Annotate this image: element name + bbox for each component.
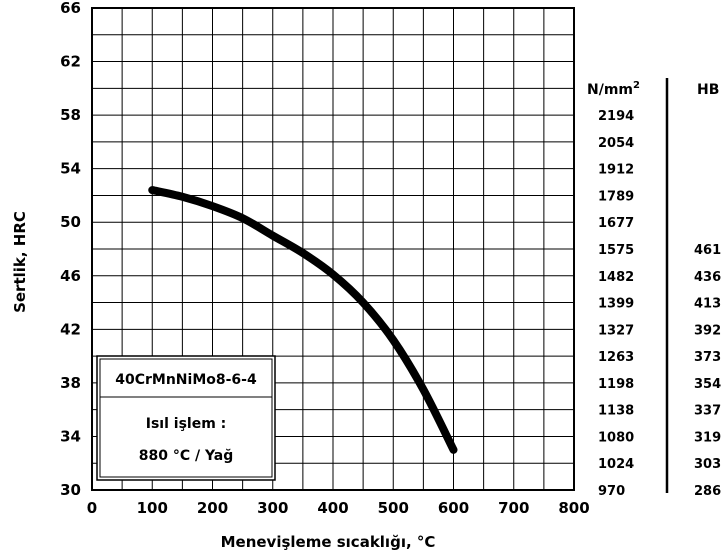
steel-info-frame xyxy=(96,355,276,481)
heat-treatment-value: 880 °C / Yağ xyxy=(139,448,234,464)
grid xyxy=(92,8,574,490)
y-tick-label: 38 xyxy=(60,374,81,392)
hb-value: 354 xyxy=(694,377,721,392)
tensile-strength-value: 1138 xyxy=(598,404,634,419)
hb-header: HB xyxy=(697,82,719,98)
x-tick-label: 700 xyxy=(498,499,529,517)
tensile-strength-value: 2194 xyxy=(598,109,634,124)
x-tick-label: 200 xyxy=(197,499,228,517)
tensile-strength-value: 1789 xyxy=(598,189,634,204)
hardness-curve xyxy=(148,186,458,454)
heat-treatment-label: Isıl işlem : xyxy=(146,416,227,432)
x-tick-label: 100 xyxy=(137,499,168,517)
hb-value: 303 xyxy=(694,457,721,472)
y-tick-label: 42 xyxy=(60,320,81,338)
y-tick-label: 46 xyxy=(60,267,81,285)
tensile-strength-value: 1575 xyxy=(598,243,634,258)
y-tick-label: 34 xyxy=(60,427,81,445)
x-tick-label: 500 xyxy=(378,499,409,517)
x-tick-label: 600 xyxy=(438,499,469,517)
hb-value: 392 xyxy=(694,323,721,338)
tensile-strength-value: 1677 xyxy=(598,216,634,231)
x-tick-label: 0 xyxy=(87,499,97,517)
hb-value: 436 xyxy=(694,270,721,285)
y-tick-labels: 30 34 38 42 46 50 54 58 62 66 xyxy=(60,0,81,499)
x-axis-title: Menevişleme sıcaklığı, °C xyxy=(221,533,436,551)
steel-info-inner-frame xyxy=(99,358,273,478)
hb-value: 461 xyxy=(694,243,721,258)
tensile-strength-value: 1912 xyxy=(598,163,634,178)
plot-frame xyxy=(91,7,575,491)
y-tick-label: 50 xyxy=(60,213,81,231)
tensile-strength-value: 1399 xyxy=(598,297,634,312)
hb-value: 373 xyxy=(694,350,721,365)
y-axis-title: Sertlik, HRC xyxy=(11,211,29,313)
scale-rows: 2194 2054 1912 1789 1677 1575 461 1482 436 1399 41… xyxy=(598,109,721,499)
tensile-strength-value: 1198 xyxy=(598,377,634,392)
x-tick-label: 300 xyxy=(257,499,288,517)
tensile-header: N/mm2 xyxy=(587,80,640,98)
tensile-strength-value: 2054 xyxy=(598,136,634,151)
conversion-scale: N/mm2 HB 2194 2054 1912 1789 1677 1575 461 1482… xyxy=(587,78,721,499)
tensile-strength-value: 1263 xyxy=(598,350,634,365)
y-tick-label: 30 xyxy=(60,481,81,499)
x-tick-label: 800 xyxy=(558,499,589,517)
x-tick-labels: 0 100 200 300 400 500 600 700 800 xyxy=(87,499,590,517)
tensile-strength-value: 970 xyxy=(598,484,625,499)
hb-value: 337 xyxy=(694,404,721,419)
tensile-strength-value: 1080 xyxy=(598,430,634,445)
y-tick-label: 58 xyxy=(60,106,81,124)
tensile-strength-value: 1024 xyxy=(598,457,634,472)
y-tick-label: 54 xyxy=(60,160,81,178)
hb-value: 319 xyxy=(694,430,721,445)
y-tick-label: 62 xyxy=(60,53,81,71)
tensile-header-base: N/mm xyxy=(587,82,633,98)
tensile-strength-value: 1482 xyxy=(598,270,634,285)
steel-grade-label: 40CrMnNiMo8-6-4 xyxy=(115,372,257,388)
x-tick-label: 400 xyxy=(317,499,348,517)
hb-value: 413 xyxy=(694,297,721,312)
hb-value: 286 xyxy=(694,484,721,499)
steel-info-box: 40CrMnNiMo8-6-4 Isıl işlem : 880 °C / Ya… xyxy=(96,355,276,481)
tensile-strength-value: 1327 xyxy=(598,323,634,338)
tensile-header-exp: 2 xyxy=(633,80,640,91)
y-tick-label: 66 xyxy=(60,0,81,17)
